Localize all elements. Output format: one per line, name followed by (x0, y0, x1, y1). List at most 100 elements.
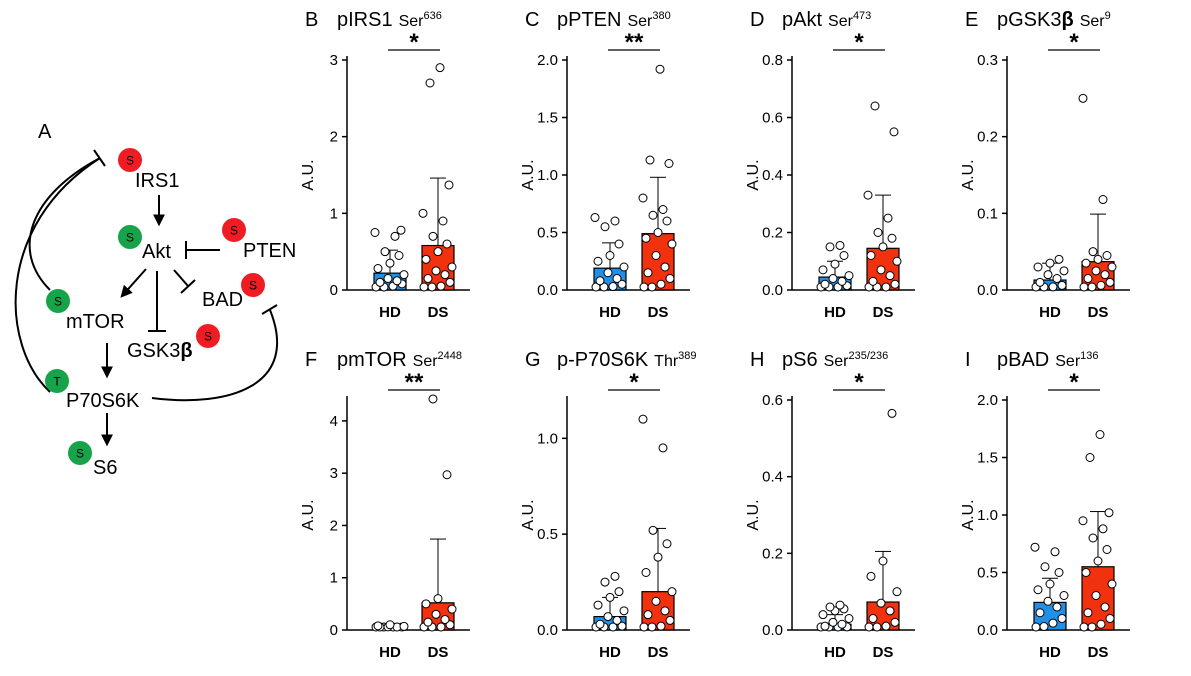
chart-d-point-ds (892, 256, 902, 266)
chart-e-category-label-hd: HD (1039, 304, 1061, 321)
chart-d-point-ds (863, 190, 873, 200)
badge-text-bad: S (249, 279, 257, 293)
chart-i-point-ds (1087, 622, 1097, 632)
chart-i-panel-letter: I (965, 349, 971, 371)
chart-d-point-hd (837, 276, 847, 286)
chart-h-point-hd (820, 621, 830, 631)
chart-b-point-ds (425, 78, 435, 88)
node-label-irs1: IRS1 (135, 170, 179, 192)
chart-e-point-hd (1057, 280, 1067, 290)
chart-b-point-ds (421, 254, 431, 264)
chart-g-point-hd (595, 619, 605, 629)
chart-c-title: pPTEN Ser380 (557, 9, 671, 31)
chart-b-panel-letter: B (305, 9, 318, 31)
chart-g-title-main: p-P70S6K (557, 349, 649, 371)
chart-c-point-ds (653, 228, 663, 237)
chart-d-point-hd (839, 251, 849, 260)
chart-g-point-ds (667, 587, 677, 597)
node-irs1: S IRS1 (118, 148, 179, 192)
chart-b-point-ds (435, 63, 445, 73)
chart-e-point-hd (1033, 262, 1043, 272)
chart-g-point-ds (648, 525, 658, 535)
chart-c-point-ds (639, 282, 649, 292)
chart-h-point-ds (872, 622, 882, 632)
chart-b-point-ds (447, 262, 457, 272)
chart-f-category-label-ds: DS (428, 644, 449, 661)
chart-f-point-hd (385, 620, 395, 630)
chart-i-y-tick-label: 1.0 (977, 507, 998, 524)
chart-f-point-ds (423, 617, 433, 627)
badge-mtor (46, 289, 70, 313)
chart-g-point-hd (610, 571, 620, 581)
chart-e-y-tick-label: 0.3 (977, 52, 998, 69)
chart-c-title-main: pPTEN (557, 9, 621, 31)
chart-e-panel-letter: E (965, 9, 978, 31)
chart-f-y-tick-label: 4 (330, 413, 338, 430)
chart-i-point-hd (1045, 579, 1055, 589)
chart-i-point-hd (1048, 618, 1058, 628)
chart-i-category-label-hd: HD (1039, 644, 1061, 661)
chart-h-point-hd (835, 600, 845, 610)
chart-g-point-hd (603, 612, 613, 622)
chart-h-point-ds (887, 408, 897, 418)
chart-e-point-ds (1081, 258, 1091, 268)
chart-i-point-hd (1039, 622, 1049, 632)
pathway-diagram: A S (14, 121, 296, 479)
chart-i-point-hd (1057, 614, 1067, 623)
chart-f-point-ds (436, 622, 446, 632)
node-label-pten: PTEN (243, 240, 296, 262)
chart-d-point-ds (889, 127, 899, 137)
chart-b-y-tick-label: 3 (330, 52, 338, 69)
badge-text-gsk3b: S (204, 330, 212, 344)
chart-e-point-hd (1059, 266, 1069, 276)
chart-b-point-ds (436, 281, 446, 291)
chart-h-y-tick-label: 0.6 (762, 392, 783, 409)
chart-h-y-label: A.U. (745, 499, 762, 530)
chart-d-title-site: Ser (828, 13, 854, 30)
chart-e-title-sup: 9 (1105, 10, 1111, 22)
chart-c-point-hd (614, 239, 624, 249)
edge-p70s6k-bad-feedback (151, 309, 278, 402)
chart-i-point-hd (1054, 568, 1064, 577)
node-label-gsk3b-text: GSK3 (127, 340, 180, 362)
node-label-akt: Akt (142, 241, 171, 263)
chart-e-point-hd (1048, 282, 1058, 292)
chart-c-point-hd (605, 251, 615, 260)
chart-f-y-tick-label: 0 (330, 622, 338, 639)
chart-b-point-ds (442, 239, 452, 249)
chart-b-point-ds (433, 247, 443, 257)
chart-b-y-label: A.U. (300, 159, 317, 190)
chart-i-title-sup: 136 (1080, 350, 1098, 362)
chart-d-y-tick-label: 0.8 (762, 52, 783, 69)
chart-h-point-hd (825, 602, 835, 612)
chart-g-point-ds (643, 610, 653, 620)
chart-d-point-ds (873, 228, 883, 237)
chart-g-point-ds (651, 596, 661, 606)
chart-d-title-sup: 473 (853, 10, 871, 22)
chart-i-point-ds (1083, 608, 1093, 618)
chart-g-point-ds (660, 606, 670, 616)
chart-i-title-main: pBAD (997, 349, 1049, 371)
chart-h-category-label-ds: DS (873, 644, 894, 661)
chart-e-point-ds (1091, 266, 1101, 276)
chart-d-point-hd (820, 279, 830, 289)
chart-f-point-hd (399, 621, 409, 631)
chart-d-point-ds (883, 213, 893, 223)
chart-i-category-label-ds: DS (1088, 644, 1109, 661)
chart-i-point-ds (1085, 453, 1095, 462)
chart-f-category-label-hd: HD (379, 644, 401, 661)
chart-c-point-hd (590, 213, 600, 223)
edge-akt-bad-bar (180, 279, 196, 294)
chart-g-point-hd (614, 587, 624, 597)
chart-g-category-label-ds: DS (648, 644, 669, 661)
chart-b-point-ds (418, 208, 428, 218)
chart-i-point-ds (1096, 619, 1106, 629)
chart-c-point-ds (647, 282, 657, 292)
chart-c-y-tick-label: 0.0 (537, 282, 558, 299)
edge-mtor-irs1-feedback (28, 157, 101, 291)
chart-b-point-ds (423, 274, 433, 283)
